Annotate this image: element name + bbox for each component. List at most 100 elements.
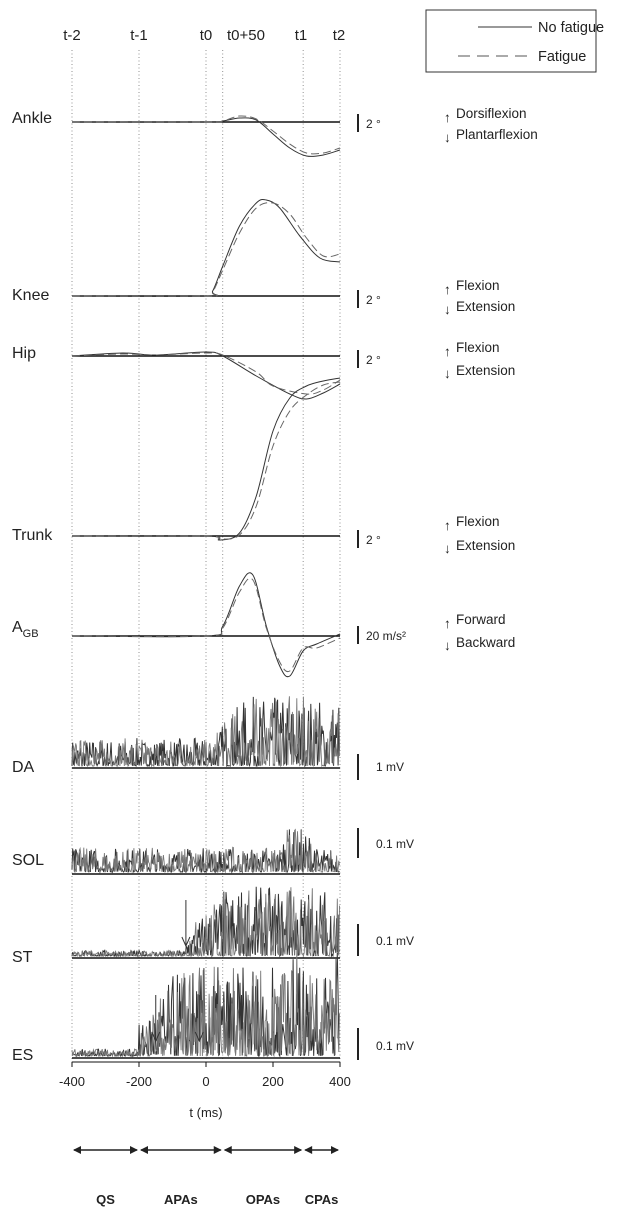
panel-sol bbox=[71, 828, 340, 875]
panel-da bbox=[71, 696, 340, 769]
panel-trunk bbox=[71, 377, 341, 541]
phase-apas: APAs bbox=[140, 1146, 222, 1207]
panel-label-sol: SOL bbox=[12, 852, 44, 869]
panel-labels: Ankle Knee Hip Trunk AGB DA SOL ST ES bbox=[12, 110, 53, 1064]
x-axis-title: t (ms) bbox=[189, 1105, 222, 1120]
direction-up-label: Forward bbox=[456, 612, 506, 627]
series-line-fatigue bbox=[71, 202, 341, 297]
scale-label: 2 ° bbox=[366, 353, 381, 367]
direction-down-label: Extension bbox=[456, 363, 515, 378]
panel-label-agb: AGB bbox=[12, 619, 39, 640]
direction-pair-hip: ↑ Flexion ↓ Extension bbox=[444, 340, 515, 381]
panel-label-ankle: Ankle bbox=[12, 110, 52, 127]
scale-label: 0.1 mV bbox=[376, 1039, 414, 1053]
event-label: t0+50 bbox=[227, 27, 265, 44]
series-line-fatigue bbox=[71, 696, 340, 768]
arrow-left-icon bbox=[223, 1146, 232, 1154]
legend-box bbox=[425, 9, 597, 73]
direction-down-label: Plantarflexion bbox=[456, 127, 538, 142]
direction-pair-knee: ↑ Flexion ↓ Extension bbox=[444, 278, 515, 317]
onset-arrow bbox=[181, 900, 191, 948]
phase-cpas: CPAs bbox=[304, 1146, 339, 1207]
panel-label-st: ST bbox=[12, 949, 33, 966]
direction-pair-ankle: ↑ Dorsiflexion ↓ Plantarflexion bbox=[444, 106, 538, 145]
onset-arrow bbox=[151, 995, 161, 1043]
up-arrow-icon: ↑ bbox=[444, 616, 451, 631]
arrow-left-icon bbox=[140, 1146, 148, 1154]
panel-hip bbox=[71, 351, 341, 400]
arrow-right-icon bbox=[130, 1146, 138, 1154]
x-tick-label: 400 bbox=[329, 1074, 351, 1089]
phase-label: CPAs bbox=[305, 1192, 339, 1207]
series-line-fatigue bbox=[71, 115, 341, 155]
down-arrow-icon: ↓ bbox=[444, 130, 451, 145]
phase-label: OPAs bbox=[246, 1192, 280, 1207]
onset-arrows bbox=[151, 900, 204, 1043]
scale-label: 2 ° bbox=[366, 117, 381, 131]
up-arrow-icon: ↑ bbox=[444, 518, 451, 533]
arrow-left-icon bbox=[304, 1146, 313, 1154]
phase-opas: OPAs bbox=[223, 1146, 303, 1207]
panel-label-agb-sub: GB bbox=[23, 628, 39, 640]
scale-label: 2 ° bbox=[366, 293, 381, 307]
direction-pair-trunk: ↑ Flexion ↓ Extension bbox=[444, 514, 515, 556]
direction-up-label: Flexion bbox=[456, 278, 500, 293]
event-label: t-2 bbox=[63, 27, 81, 44]
event-label: t2 bbox=[333, 27, 346, 44]
scale-label: 2 ° bbox=[366, 533, 381, 547]
panel-label-agb-main: A bbox=[12, 619, 23, 636]
series-line-fatigue bbox=[71, 352, 341, 395]
direction-up-label: Dorsiflexion bbox=[456, 106, 527, 121]
panel-agb bbox=[71, 572, 341, 678]
panels bbox=[71, 115, 341, 1059]
phase-label: APAs bbox=[164, 1192, 198, 1207]
legend: No fatigue Fatigue bbox=[425, 9, 604, 73]
direction-pair-agb: ↑ Forward ↓ Backward bbox=[444, 612, 515, 653]
panel-label-da: DA bbox=[12, 759, 35, 776]
onset-arrow bbox=[194, 995, 204, 1043]
scale-label: 0.1 mV bbox=[376, 934, 414, 948]
event-labels: t-2 t-1 t0 t0+50 t1 t2 bbox=[63, 27, 345, 44]
event-label: t-1 bbox=[130, 27, 148, 44]
arrow-right-icon bbox=[294, 1146, 303, 1154]
direction-up-label: Flexion bbox=[456, 340, 500, 355]
phase-label: QS bbox=[96, 1192, 115, 1207]
x-tick-label: 0 bbox=[202, 1074, 209, 1089]
panel-st bbox=[71, 886, 340, 959]
up-arrow-icon: ↑ bbox=[444, 282, 451, 297]
scale-label: 0.1 mV bbox=[376, 837, 414, 851]
series-line-fatigue bbox=[71, 948, 340, 1058]
panel-label-hip: Hip bbox=[12, 345, 36, 362]
panel-knee bbox=[71, 198, 341, 297]
series-line-no-fatigue bbox=[71, 377, 341, 541]
down-arrow-icon: ↓ bbox=[444, 366, 451, 381]
phase-annotations: QS APAs OPAs CPAs bbox=[73, 1146, 339, 1207]
legend-label-no-fatigue: No fatigue bbox=[538, 20, 604, 36]
panel-es bbox=[71, 948, 340, 1059]
scale-label: 1 mV bbox=[376, 760, 404, 774]
x-tick-label: -200 bbox=[126, 1074, 152, 1089]
x-axis: t (ms) -400 -200 0 200 400 bbox=[59, 1061, 351, 1120]
arrow-left-icon bbox=[73, 1146, 81, 1154]
series-line-fatigue bbox=[71, 887, 340, 958]
direction-down-label: Extension bbox=[456, 299, 515, 314]
direction-up-label: Flexion bbox=[456, 514, 500, 529]
event-lines bbox=[71, 50, 341, 1062]
panel-label-trunk: Trunk bbox=[12, 527, 53, 544]
down-arrow-icon: ↓ bbox=[444, 541, 451, 556]
direction-labels: ↑ Dorsiflexion ↓ Plantarflexion ↑ Flexio… bbox=[444, 106, 538, 653]
panel-ankle bbox=[71, 115, 341, 157]
direction-down-label: Extension bbox=[456, 538, 515, 553]
direction-down-label: Backward bbox=[456, 635, 515, 650]
series-line-fatigue bbox=[71, 381, 341, 540]
x-tick-label: 200 bbox=[262, 1074, 284, 1089]
arrow-right-icon bbox=[213, 1146, 222, 1154]
series-line-fatigue bbox=[71, 828, 340, 874]
panel-label-es: ES bbox=[12, 1047, 33, 1064]
scale-bars: 2 ° 2 ° 2 ° 2 ° 20 m/s² 1 mV 0.1 mV 0.1 … bbox=[357, 114, 414, 1060]
scale-label: 20 m/s² bbox=[366, 629, 406, 643]
legend-label-fatigue: Fatigue bbox=[538, 49, 586, 65]
up-arrow-icon: ↑ bbox=[444, 344, 451, 359]
down-arrow-icon: ↓ bbox=[444, 302, 451, 317]
